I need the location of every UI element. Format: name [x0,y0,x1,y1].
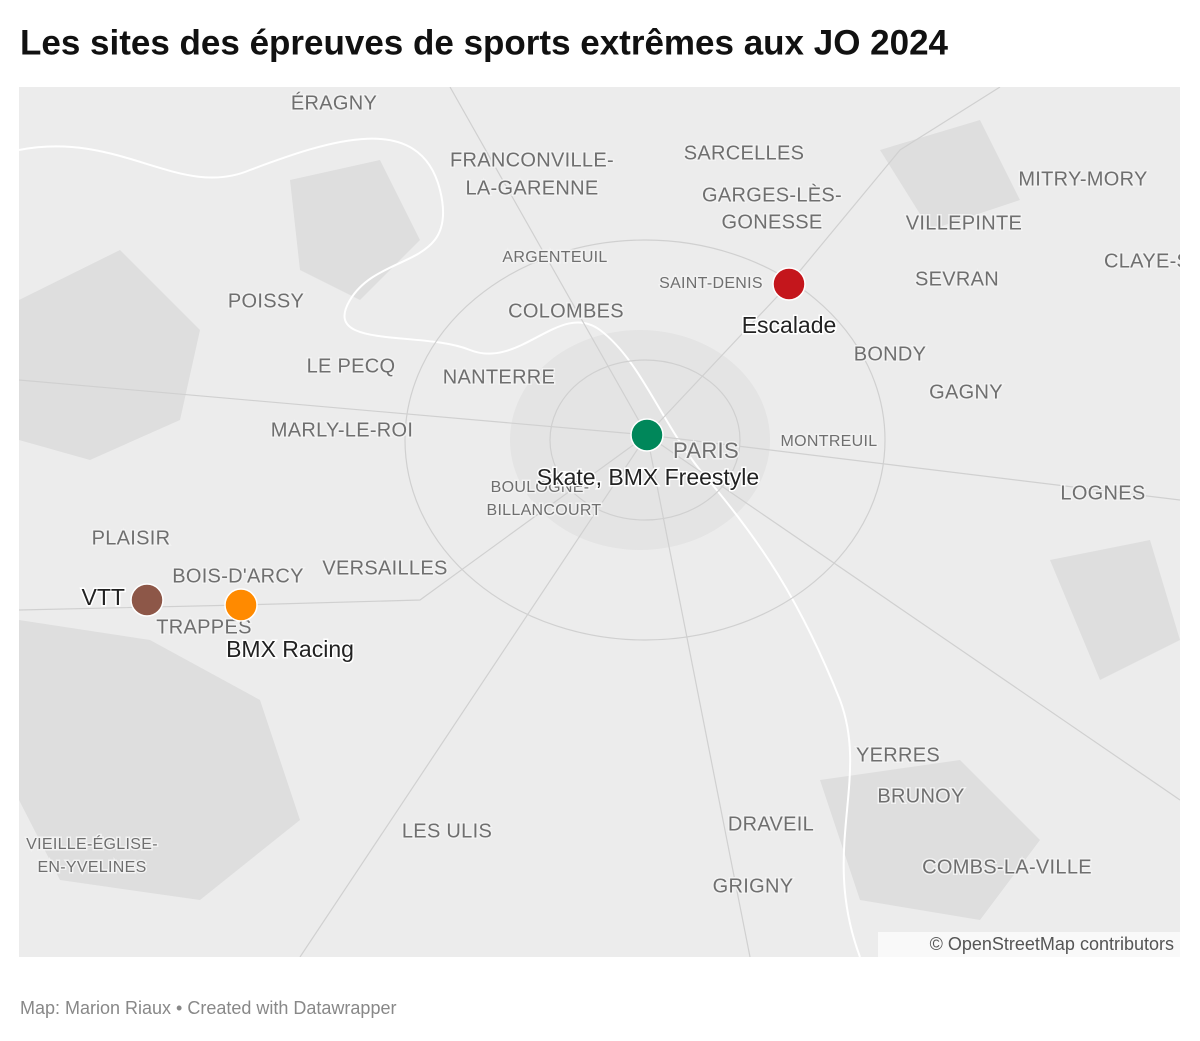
place-label: FRANCONVILLE- [450,149,614,171]
place-label: GONESSE [721,211,822,233]
place-label: BOIS-D'ARCY [172,565,304,587]
place-label: CLAYE-S [1104,250,1190,272]
place-label: COMBS-LA-VILLE [922,856,1092,878]
marker [224,588,258,622]
place-label: COLOMBES [508,300,624,322]
marker [772,267,806,301]
place-label: MONTREUIL [781,433,878,450]
footer: Map: Marion Riaux • Created with Datawra… [20,998,396,1018]
place-label: SAINT-DENIS [659,275,763,292]
place-label: SEVRAN [915,268,999,290]
map-roads [19,87,1180,957]
place-label: LES ULIS [402,820,492,842]
place-label: ARGENTEUIL [502,249,607,266]
attribution-background [878,932,1180,957]
markers: Escalade Skate, BMX Freestyle VTT BMX Ra… [80,267,838,664]
title: Les sites des épreuves de sports extrême… [20,23,949,62]
marker-label: VTT [82,584,125,610]
place-label: VIEILLE-ÉGLISE- [26,834,158,853]
map: ÉRAGNY FRANCONVILLE- LA-GARENNE SARCELLE… [19,87,1190,957]
marker [130,583,164,617]
place-label: GRIGNY [713,875,794,897]
attribution[interactable]: © OpenStreetMap contributors [930,934,1174,954]
place-label: GARGES-LÈS- [702,183,842,206]
place-label: VILLEPINTE [906,212,1022,234]
place-label: DRAVEIL [728,813,814,835]
marker-label: Skate, BMX Freestyle [537,464,759,490]
place-label: BRUNOY [877,785,964,807]
place-label: MARLY-LE-ROI [271,419,414,441]
place-label: NANTERRE [443,366,555,388]
marker-label: Escalade [742,312,837,338]
place-label: BOULOGNE- [491,479,590,496]
place-label: ÉRAGNY [291,91,377,114]
place-labels: ÉRAGNY FRANCONVILLE- LA-GARENNE SARCELLE… [25,90,1190,899]
place-label: SARCELLES [684,142,805,164]
place-label: LA-GARENNE [465,177,598,199]
place-label: GAGNY [929,381,1003,403]
place-label: PLAISIR [92,527,171,549]
place-label: VERSAILLES [322,557,447,579]
place-label: LE PECQ [307,355,396,377]
place-label: MITRY-MORY [1018,168,1147,190]
place-label: POISSY [228,290,304,312]
place-label: PARIS [673,438,739,463]
place-label: YERRES [856,744,940,766]
place-label: LOGNES [1060,482,1145,504]
place-label: BILLANCOURT [486,502,601,519]
place-label: BONDY [854,343,927,365]
marker-label: BMX Racing [226,636,354,662]
marker [630,418,664,452]
place-label: EN-YVELINES [37,859,146,876]
